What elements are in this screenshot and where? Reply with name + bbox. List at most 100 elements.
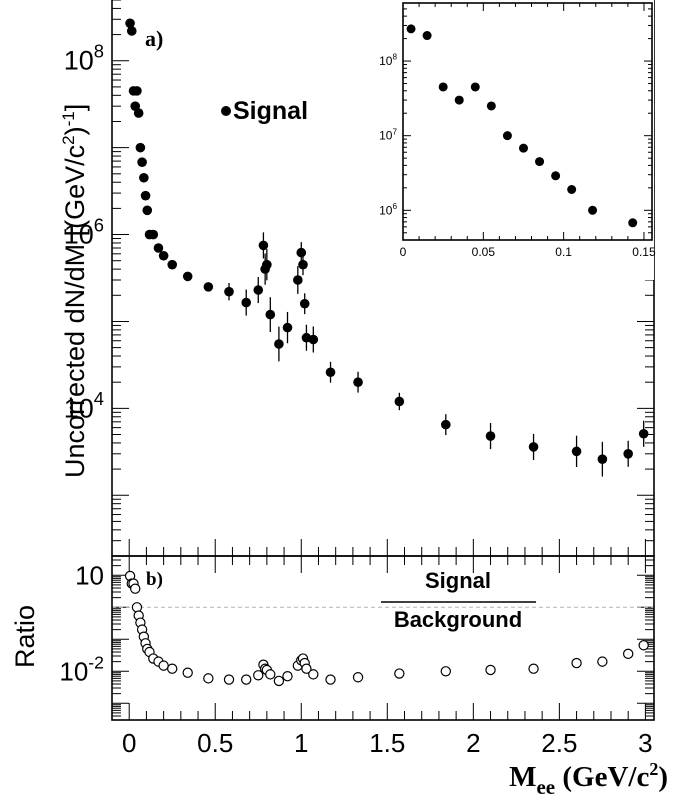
panel-b-frame — [111, 555, 655, 721]
panel-a-y-axis-label: Uncorrected dN/dM [(GeV/c2)-1] — [59, 104, 90, 478]
inset-point — [470, 82, 480, 92]
signal-point — [571, 446, 582, 457]
signal-point — [125, 18, 135, 29]
signal-point — [353, 377, 363, 387]
ratio-point — [130, 583, 141, 594]
x-tick-label: 1.5 — [369, 728, 405, 758]
ratio-point — [182, 667, 193, 678]
inset-point — [535, 157, 545, 167]
ratio-legend-numerator: Signal — [425, 568, 491, 593]
panel-b-label: b) — [146, 569, 163, 590]
ratio-point — [622, 648, 634, 660]
signal-point — [485, 431, 496, 441]
signal-point — [126, 26, 137, 36]
inset-point — [628, 218, 638, 228]
inset-data — [406, 24, 638, 228]
inset-x-tick-label: 0 — [400, 245, 407, 259]
panel-b-y-axis-label: Ratio — [10, 605, 40, 668]
inset-point — [438, 82, 448, 92]
signal-point — [308, 334, 319, 345]
inset-x-tick-label: 0.05 — [472, 245, 496, 259]
ratio-point — [253, 670, 264, 681]
signal-point — [274, 339, 284, 349]
ratio-point — [273, 675, 285, 687]
signal-point — [142, 205, 153, 216]
signal-point — [298, 259, 308, 270]
ratio-point — [203, 673, 214, 684]
signal-point — [140, 190, 151, 201]
x-tick-label: 1 — [294, 728, 308, 758]
inset-y-tick-label: 106 — [379, 202, 397, 217]
signal-point — [394, 396, 405, 407]
x-tick-label: 0 — [122, 728, 136, 758]
signal-point — [182, 271, 193, 282]
signal-point — [135, 142, 146, 153]
signal-point — [299, 298, 310, 309]
x-tick-label: 2 — [466, 728, 480, 758]
inset-frame — [402, 2, 653, 241]
x-tick-label: 2.5 — [541, 728, 577, 758]
ratio-point — [301, 663, 312, 674]
signal-point — [153, 243, 164, 253]
inset-point — [486, 101, 496, 111]
ratio-legend-denominator: Background — [394, 607, 522, 632]
signal-point — [265, 309, 276, 320]
ratio-point — [158, 660, 169, 671]
signal-point — [597, 454, 608, 464]
x-axis-label: Mee (GeV/c2) — [509, 759, 668, 799]
inset-point — [518, 143, 528, 153]
inset-point — [502, 131, 512, 141]
signal-point — [158, 250, 169, 261]
inset-x-tick-label: 0.1 — [555, 245, 572, 259]
signal-point — [132, 86, 142, 96]
inset-x-tick-label: 0.15 — [632, 245, 656, 259]
ratio-point — [485, 664, 496, 676]
signal-point — [241, 297, 252, 308]
signal-point — [638, 428, 649, 439]
ratio-point — [167, 663, 178, 674]
inset-y-tick-label: 107 — [379, 127, 397, 142]
signal-point — [296, 247, 307, 258]
ratio-point — [638, 640, 649, 651]
ratio-point — [571, 657, 582, 669]
ratio-point — [223, 674, 235, 685]
signal-point — [203, 282, 214, 292]
signal-point — [262, 259, 272, 270]
ratio-point — [308, 669, 319, 680]
ratio-point — [352, 672, 364, 683]
panel-a-label: a) — [145, 26, 163, 51]
ratio-point — [241, 674, 252, 685]
inset-point — [567, 185, 577, 195]
ratio-point — [131, 602, 143, 613]
panel-a-y-tick-label: 106 — [64, 214, 104, 249]
panel-a-y-tick-label: 108 — [64, 41, 104, 76]
signal-point — [139, 172, 149, 183]
panel-a-y-tick-labels: 108 106 104 — [64, 41, 104, 424]
signal-point — [133, 108, 144, 118]
panel-a-data — [125, 18, 649, 477]
signal-point — [325, 367, 336, 378]
panel-b-y-tick-label: 10-2 — [59, 653, 104, 687]
panel-b-data — [124, 570, 649, 687]
panel-b-y-tick-label: 10 — [75, 560, 104, 590]
panel-b: b) Signal Background 10 10-2 Ratio 0 0.5 1 1… — [10, 555, 668, 799]
inset-point — [422, 31, 432, 41]
signal-point — [258, 240, 269, 251]
x-tick-label: 0.5 — [197, 728, 233, 758]
ratio-point — [440, 666, 452, 677]
signal-point — [224, 286, 234, 297]
signal-point — [282, 322, 293, 333]
inset-point — [551, 171, 561, 181]
inset-point — [588, 205, 598, 215]
ratio-point — [597, 656, 608, 667]
ratio-point — [394, 668, 405, 679]
ratio-point — [325, 674, 336, 685]
inset-y-tick-label: 108 — [379, 53, 397, 68]
signal-point — [528, 442, 539, 452]
legend-signal-label: Signal — [233, 97, 308, 125]
panel-a-y-tick-label: 104 — [64, 388, 104, 423]
inset-plot: 0 0.05 0.1 0.15 108 107 106 — [348, 0, 656, 280]
signal-point — [253, 285, 264, 295]
signal-point — [137, 157, 147, 168]
